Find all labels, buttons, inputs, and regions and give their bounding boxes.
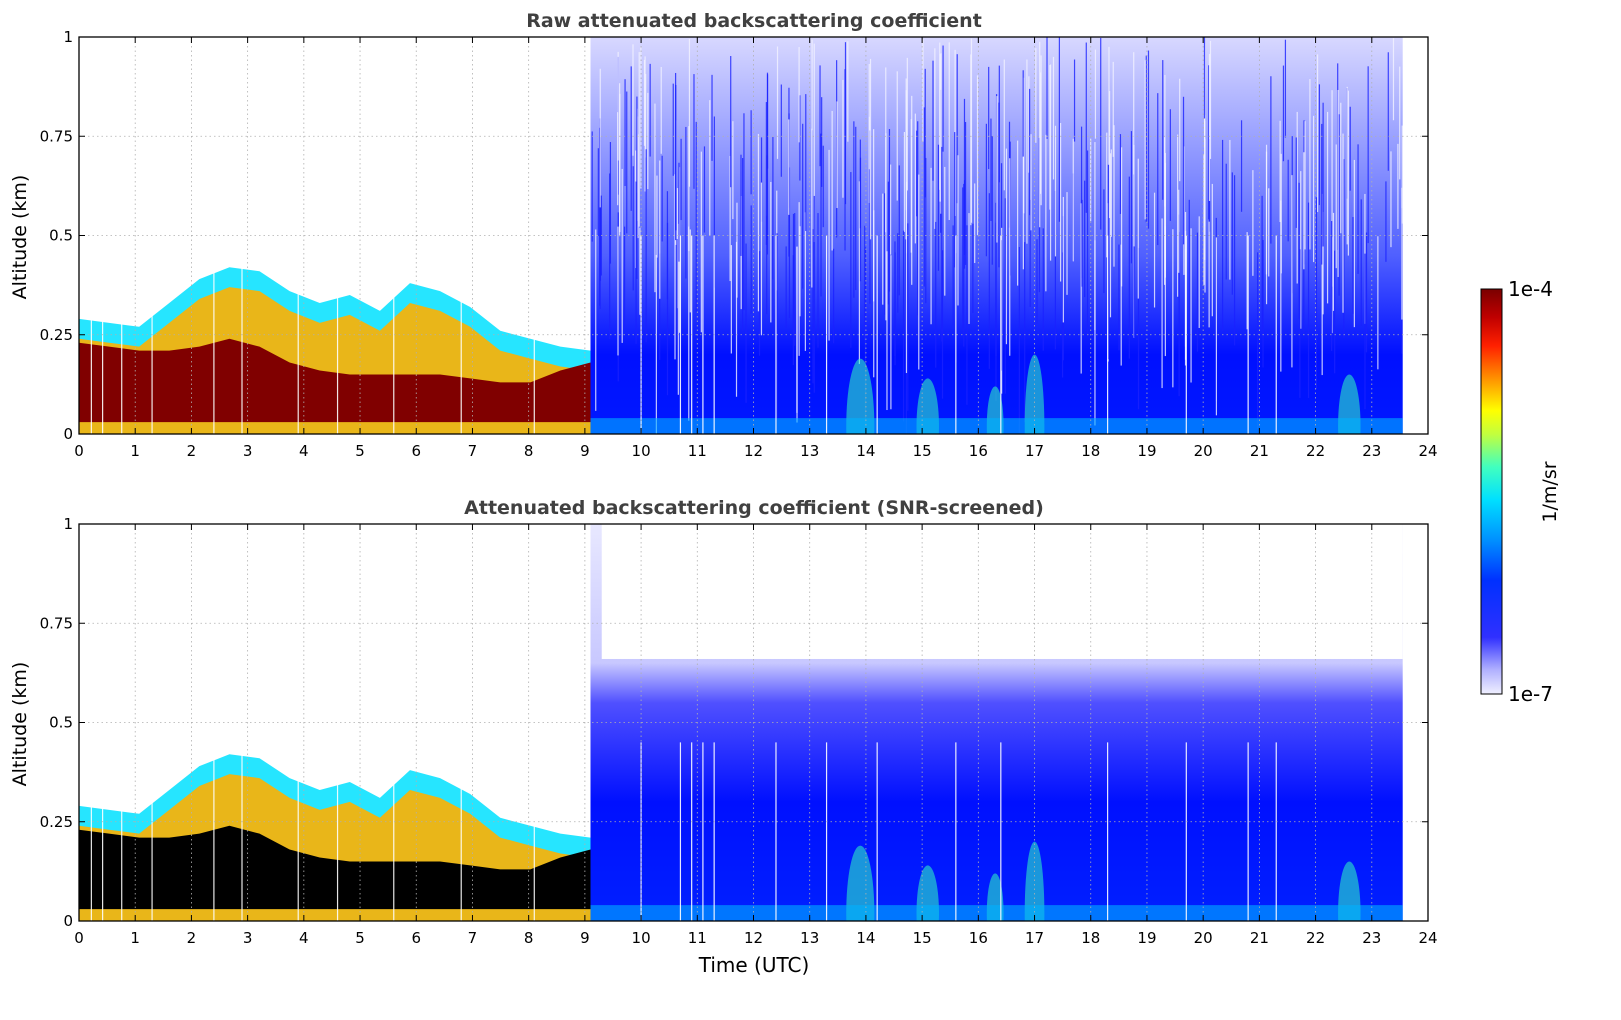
x-tick-label: 15: [913, 442, 932, 460]
panel-title: Raw attenuated backscattering coefficien…: [526, 10, 982, 32]
x-axis-label: Time (UTC): [698, 953, 810, 977]
screened-backscatter-panel: Attenuated backscattering coefficient (S…: [9, 497, 1438, 985]
y-tick-label: 0.75: [40, 614, 73, 632]
x-tick-label: 5: [355, 442, 365, 460]
colorbar-gradient: [1481, 289, 1502, 694]
x-tick-label: 8: [524, 929, 534, 947]
y-tick-label: 0.75: [40, 127, 73, 145]
y-tick-label: 0.25: [40, 813, 73, 831]
y-tick-label: 0.5: [49, 714, 73, 732]
x-tick-label: 10: [632, 442, 651, 460]
x-tick-label: 11: [688, 442, 707, 460]
x-tick-label: 22: [1306, 442, 1325, 460]
y-tick-label: 1: [63, 28, 73, 46]
x-tick-label: 13: [800, 929, 819, 947]
x-tick-label: 3: [243, 929, 253, 947]
colorbar: 1e-4 1e-7 1/m/sr: [1481, 277, 1561, 706]
heatmap-field: [79, 524, 1403, 985]
x-tick-label: 12: [744, 929, 763, 947]
x-tick-label: 8: [524, 442, 534, 460]
x-tick-label: 17: [1025, 929, 1044, 947]
x-tick-label: 14: [856, 929, 875, 947]
x-tick-label: 0: [74, 929, 84, 947]
x-tick-label: 2: [187, 442, 197, 460]
x-tick-label: 6: [411, 929, 421, 947]
x-tick-label: 24: [1418, 929, 1437, 947]
x-tick-label: 4: [299, 442, 309, 460]
y-tick-label: 0.5: [49, 227, 73, 245]
x-tick-label: 10: [632, 929, 651, 947]
x-tick-label: 21: [1250, 929, 1269, 947]
x-tick-label: 1: [130, 929, 140, 947]
x-tick-label: 23: [1362, 929, 1381, 947]
x-tick-label: 1: [130, 442, 140, 460]
x-tick-label: 11: [688, 929, 707, 947]
y-tick-label: 0: [63, 912, 73, 930]
x-tick-label: 7: [468, 442, 478, 460]
x-tick-label: 2: [187, 929, 197, 947]
y-tick-label: 1: [63, 515, 73, 533]
x-tick-label: 0: [74, 442, 84, 460]
x-tick-label: 16: [969, 929, 988, 947]
x-tick-label: 24: [1418, 442, 1437, 460]
y-axis-label: Altitude (km): [9, 662, 31, 787]
heatmap-field: [79, 37, 1403, 498]
x-tick-label: 17: [1025, 442, 1044, 460]
y-axis-label: Altitude (km): [9, 175, 31, 300]
x-tick-label: 18: [1081, 442, 1100, 460]
x-tick-label: 23: [1362, 442, 1381, 460]
y-tick-label: 0.25: [40, 326, 73, 344]
x-tick-label: 6: [411, 442, 421, 460]
colorbar-unit-label: 1/m/sr: [1539, 461, 1561, 522]
x-tick-label: 13: [800, 442, 819, 460]
x-tick-label: 15: [913, 929, 932, 947]
x-tick-label: 20: [1194, 442, 1213, 460]
x-tick-label: 22: [1306, 929, 1325, 947]
panel-title: Attenuated backscattering coefficient (S…: [464, 497, 1044, 519]
x-tick-label: 4: [299, 929, 309, 947]
x-tick-label: 19: [1137, 929, 1156, 947]
x-tick-label: 21: [1250, 442, 1269, 460]
x-tick-label: 19: [1137, 442, 1156, 460]
x-tick-label: 9: [580, 929, 590, 947]
x-tick-label: 5: [355, 929, 365, 947]
raw-backscatter-panel: Raw attenuated backscattering coefficien…: [9, 10, 1438, 498]
x-tick-label: 3: [243, 442, 253, 460]
x-tick-label: 16: [969, 442, 988, 460]
x-tick-label: 20: [1194, 929, 1213, 947]
x-tick-label: 12: [744, 442, 763, 460]
x-tick-label: 14: [856, 442, 875, 460]
y-tick-label: 0: [63, 425, 73, 443]
colorbar-min-label: 1e-7: [1508, 682, 1553, 706]
x-tick-label: 9: [580, 442, 590, 460]
x-tick-label: 7: [468, 929, 478, 947]
colorbar-max-label: 1e-4: [1508, 277, 1553, 301]
x-tick-label: 18: [1081, 929, 1100, 947]
